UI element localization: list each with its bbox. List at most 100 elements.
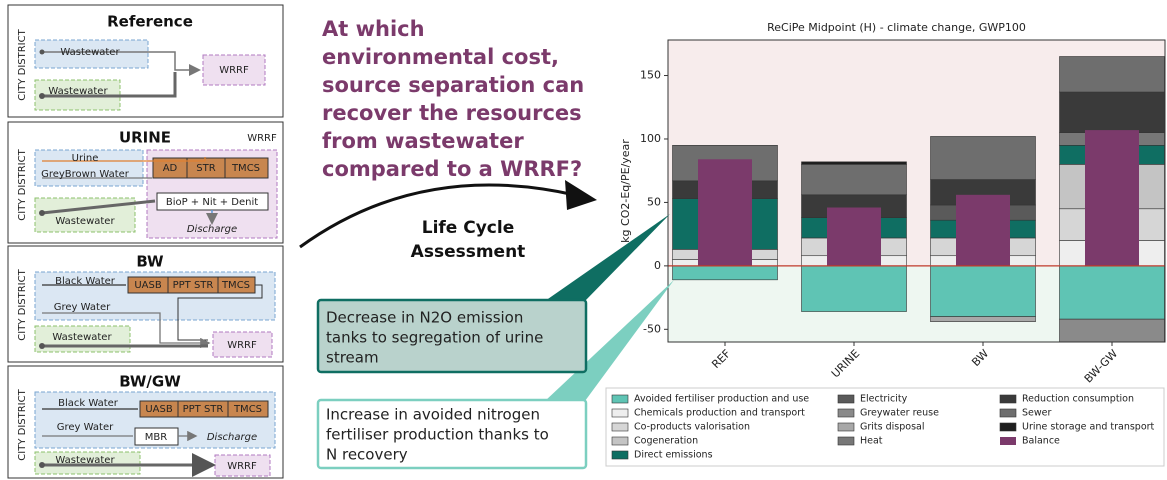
flow-label: Black Water (58, 398, 119, 409)
legend-label: Greywater reuse (860, 408, 939, 419)
chart: ReCiPe Midpoint (H) - climate change, GW… (605, 21, 1166, 467)
side-label: CITY DISTRICT (17, 388, 28, 460)
legend-label: Chemicals production and transport (634, 408, 805, 419)
discharge-label: Discharge (207, 432, 257, 443)
legend-label: Balance (1022, 436, 1060, 447)
legend-label: Urine storage and transport (1022, 422, 1155, 433)
flow-label: Grey Water (57, 422, 114, 433)
process-label: AD (163, 163, 178, 174)
question-line: recover the resources (322, 101, 582, 125)
x-tick-label: BW (969, 347, 991, 369)
legend-label: Sewer (1022, 408, 1051, 419)
flow-label: Grey Water (54, 302, 111, 313)
balance-bar (827, 207, 881, 266)
legend-label: Reduction consumption (1022, 394, 1134, 405)
panel-reference: Reference CITY DISTRICT Wastewater Waste… (7, 4, 284, 118)
legend-swatch (611, 422, 629, 432)
legend-swatch (837, 422, 855, 432)
bar-segment (930, 316, 1036, 322)
callout-text: tanks to segregation of urine (326, 329, 543, 347)
y-tick-label: 50 (647, 195, 661, 208)
legend-swatch (611, 450, 629, 460)
y-tick-label: 0 (654, 259, 661, 272)
x-tick-label: REF (709, 347, 733, 371)
panel-title: BW (136, 253, 164, 271)
lca-label: Life Cycle (422, 218, 515, 238)
question: At which environmental cost, source sepa… (322, 17, 584, 181)
bar-segment (930, 136, 1036, 180)
process-label: TMCS (231, 163, 260, 174)
panel-urine: URINE WRRF CITY DISTRICT Urine GreyBrown… (7, 121, 284, 244)
bar-segment (801, 161, 907, 165)
bar-segment (930, 265, 1036, 317)
panel-bw: BW CITY DISTRICT Black Water UASB PPT ST… (7, 245, 284, 363)
legend-swatch (999, 408, 1017, 418)
y-axis-label: kg CO2-Eq/PE/year (619, 139, 632, 243)
flow-label: Wastewater (55, 216, 115, 227)
lca-label: Assessment (411, 242, 526, 262)
flow-label: GreyBrown Water (41, 169, 130, 180)
flow-label: Wastewater (48, 86, 108, 97)
panel-title: URINE (119, 129, 171, 147)
process-label: PPT STR (183, 404, 224, 415)
process-label: TMCS (233, 404, 262, 415)
balance-bar (698, 159, 752, 266)
legend-label: Electricity (860, 394, 908, 405)
legend-frame (605, 387, 1165, 467)
bar-segment (1059, 91, 1165, 133)
chart-title: ReCiPe Midpoint (H) - climate change, GW… (767, 21, 1026, 34)
legend-swatch (611, 394, 629, 404)
lca-arrow: Life Cycle Assessment (299, 180, 597, 262)
y-tick-label: 100 (640, 132, 661, 145)
legend-swatch (837, 408, 855, 418)
side-label: CITY DISTRICT (17, 28, 28, 100)
flow-label: Urine (72, 153, 99, 164)
side-label: CITY DISTRICT (17, 268, 28, 340)
question-line: environmental cost, (322, 45, 559, 69)
panel-title: Reference (107, 13, 193, 31)
plot-frame (667, 39, 1166, 343)
legend-swatch (611, 436, 629, 446)
legend-swatch (1000, 437, 1016, 445)
callout-text: fertiliser production thanks to (326, 426, 549, 444)
legend-label: Heat (860, 436, 883, 447)
x-tick-label: BW-GW (1082, 347, 1121, 386)
process-label: PPT STR (173, 280, 214, 291)
legend-label: Direct emissions (634, 450, 713, 461)
bar-segment (672, 265, 778, 281)
y-tick-label: 150 (640, 69, 661, 82)
process-label: MBR (145, 432, 167, 443)
bar-segment (1059, 56, 1165, 93)
panel-bwgw: BW/GW CITY DISTRICT Black Water UASB PPT… (7, 365, 284, 479)
callouts: Decrease in N2O emission tanks to segreg… (316, 214, 674, 470)
callout-text: stream (326, 349, 379, 367)
flow-label: Black Water (55, 276, 116, 287)
legend-label: Avoided fertiliser production and use (634, 394, 809, 405)
legend-swatch (837, 394, 855, 404)
question-line: compared to a WRRF? (322, 157, 582, 181)
question-line: source separation can (322, 73, 584, 97)
legend-swatch (837, 436, 855, 446)
x-tick-label: URINE (829, 347, 862, 380)
process-label: STR (196, 163, 215, 174)
flow-label: Wastewater (60, 47, 120, 58)
bar-segment (1059, 318, 1165, 343)
side-label: CITY DISTRICT (17, 148, 28, 220)
process-label: TMCS (221, 280, 250, 291)
question-line: from wastewater (322, 129, 524, 153)
question-line: At which (322, 17, 425, 41)
flow-label: Wastewater (52, 332, 112, 343)
bar-segment (801, 265, 907, 312)
panel-title: BW/GW (119, 373, 181, 391)
process-label: UASB (145, 404, 173, 415)
process-label: BioP + Nit + Denit (166, 197, 258, 208)
callout-text: Decrease in N2O emission (326, 309, 523, 327)
wrrf-label: WRRF (227, 340, 257, 351)
callout-text: Increase in avoided nitrogen (326, 406, 540, 424)
callout-text: N recovery (326, 446, 408, 464)
wrrf-label: WRRF (219, 65, 249, 76)
bar-segment (801, 164, 907, 196)
legend-label: Co-products valorisation (634, 422, 750, 433)
legend-label: Cogeneration (634, 436, 698, 447)
